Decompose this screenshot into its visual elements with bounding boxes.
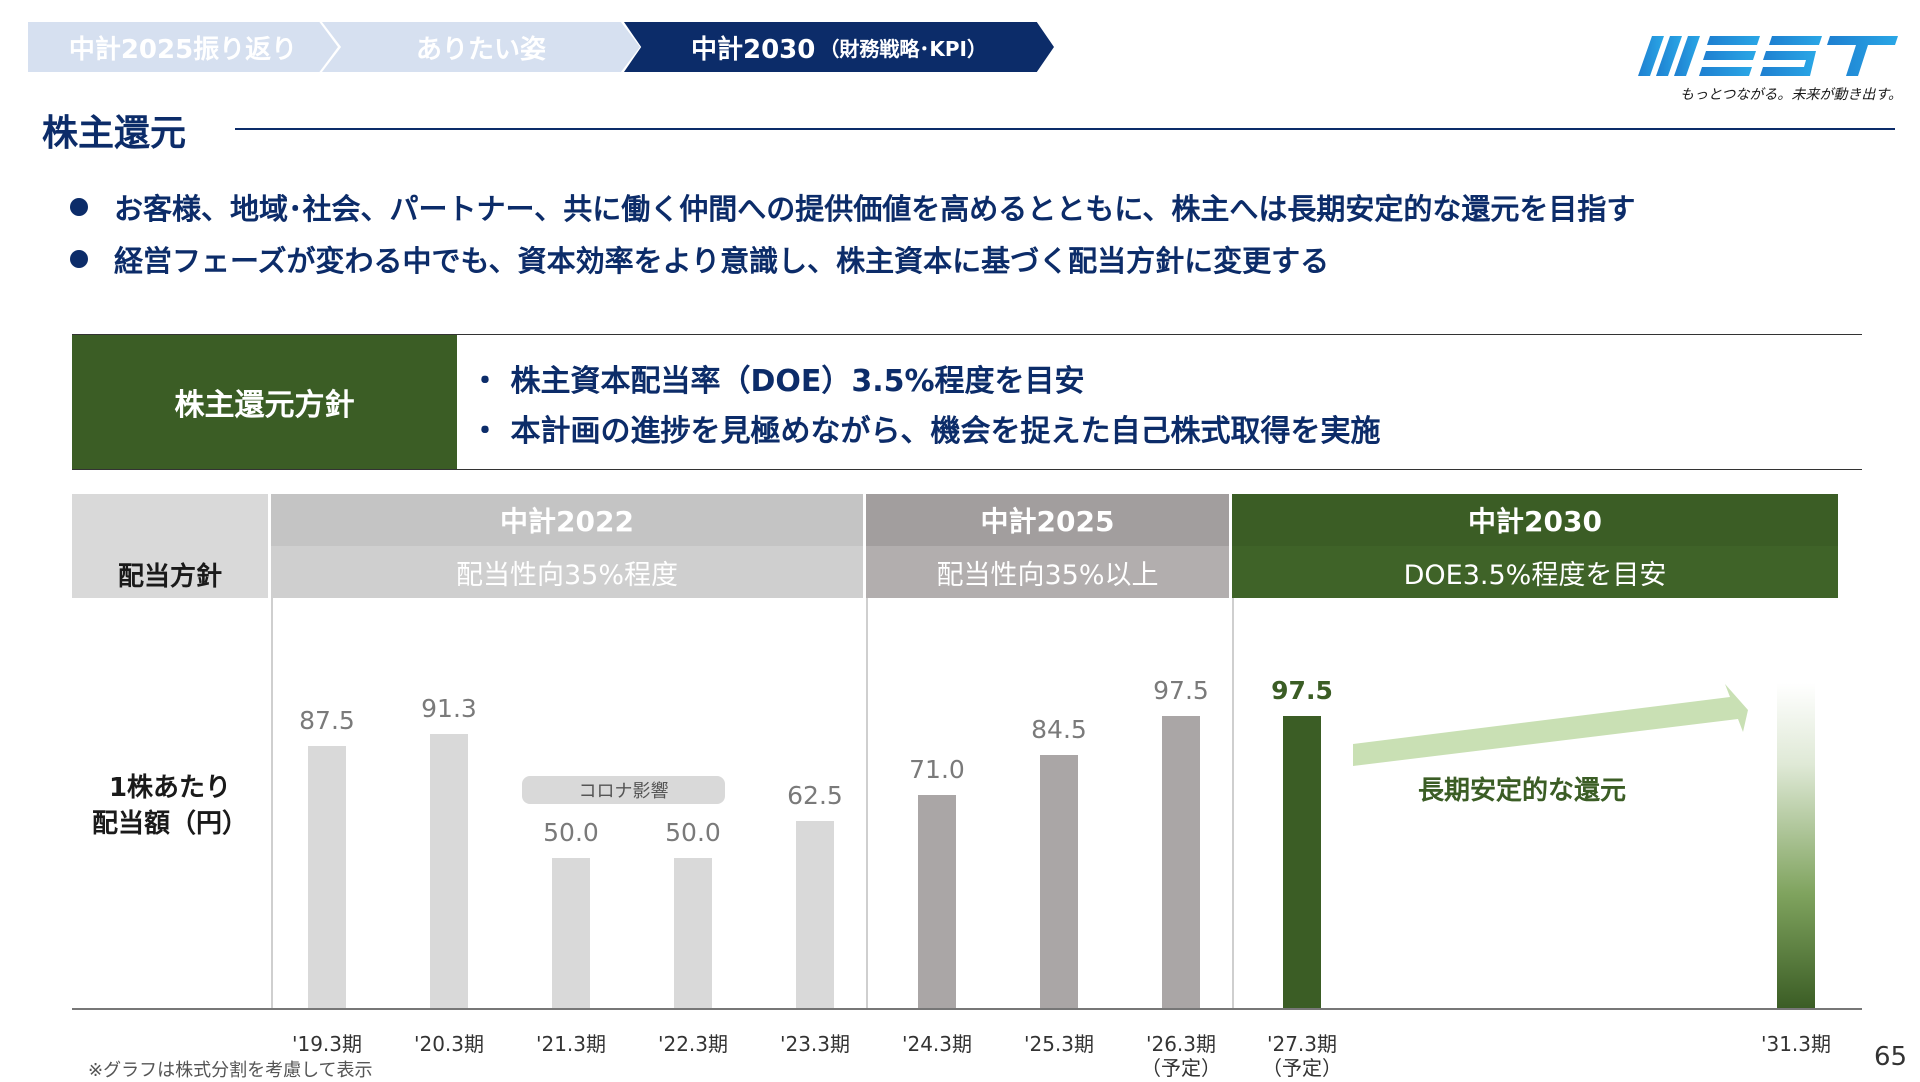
annotation-long-term-return: 長期安定的な還元	[1418, 776, 1627, 806]
bullet-text: 経営フェーズが変わる中でも、資本効率をより意識し、株主資本に基づく配当方針に変更…	[114, 244, 1330, 278]
bar-7	[1162, 715, 1200, 1008]
logo-tagline: もっとつながる。未来が動き出す。	[1679, 87, 1902, 103]
breadcrumb-item-vision[interactable]: ありたい姿	[322, 22, 640, 72]
bar-value-label: 50.0	[543, 818, 599, 847]
group-divider	[271, 598, 273, 1010]
footnote: ※グラフは株式分割を考慮して表示	[88, 1060, 373, 1081]
x-tick-label: '24.3期	[901, 1032, 973, 1056]
x-tick-label: '22.3期	[657, 1032, 729, 1056]
chart-y-label: 1株あたり 配当額（円）	[72, 770, 268, 842]
x-tick-label: '26.3期 （予定）	[1141, 1032, 1221, 1080]
bar-value-label: 71.0	[909, 755, 965, 784]
breadcrumb-label: ありたい姿	[415, 34, 546, 65]
period-policy-2022: 配当性向35%程度	[271, 546, 863, 598]
policy-line: ・ 本計画の進捗を見極めながら、機会を捉えた自己株式取得を実施	[470, 414, 1381, 449]
page-title: 株主還元	[42, 113, 187, 154]
chart-y-label-line: 配当額（円）	[91, 809, 248, 839]
x-tick-label: '25.3期	[1023, 1032, 1095, 1056]
chart-y-label-line: 1株あたり	[108, 773, 232, 803]
period-header-2022: 中計2022	[271, 494, 863, 546]
policy-line: ・ 株主資本配当率（DOE）3.5%程度を目安	[470, 364, 1085, 399]
breadcrumb-label: 中計2030	[691, 34, 816, 65]
x-tick-label: '23.3期	[779, 1032, 851, 1056]
breadcrumb-label: 中計2025振り返り	[68, 34, 298, 65]
bar-value-label: 84.5	[1031, 714, 1087, 744]
period-policy-2030: DOE3.5%程度を目安	[1232, 546, 1838, 598]
bar-3	[674, 858, 712, 1008]
annotation-corona: コロナ影響	[522, 776, 725, 804]
group-divider	[866, 598, 868, 1010]
bullet-item: お客様、地域･社会、パートナー、共に働く仲間への提供価値を高めるとともに、株主へ…	[70, 186, 1635, 228]
bullet-item: 経営フェーズが変わる中でも、資本効率をより意識し、株主資本に基づく配当方針に変更…	[70, 238, 1329, 280]
x-tick-label: '19.3期	[291, 1032, 363, 1056]
x-tick-label: '27.3期 （予定）	[1262, 1032, 1342, 1080]
bar-value-label: 97.5	[1271, 675, 1333, 705]
bar-0	[308, 745, 346, 1008]
bullet-dot-icon	[70, 250, 88, 268]
bar-4	[796, 820, 834, 1008]
bullet-text: お客様、地域･社会、パートナー、共に働く仲間への提供価値を高めるとともに、株主へ…	[114, 192, 1636, 226]
x-tick-label: '21.3期	[535, 1032, 607, 1056]
west-logo	[1638, 36, 1898, 76]
page-number: 65	[1874, 1042, 1908, 1072]
policy-row-label: 配当方針	[117, 562, 222, 592]
x-tick-label: '20.3期	[413, 1032, 485, 1056]
bar-5	[918, 795, 956, 1008]
bar-value-label: 62.5	[787, 780, 843, 810]
bar-value-label: 97.5	[1153, 675, 1209, 705]
bar-8	[1283, 715, 1321, 1008]
bar-6	[1040, 754, 1078, 1008]
group-divider	[1232, 598, 1234, 1010]
period-header-2030: 中計2030	[1232, 494, 1838, 546]
breadcrumb-item-plan-2030[interactable]: 中計2030 （財務戦略･KPI）	[624, 22, 1054, 72]
bar-value-label: 50.0	[665, 818, 721, 847]
growth-arrow-icon	[1353, 684, 1748, 766]
title-divider	[235, 128, 1895, 130]
policy-row-header	[72, 494, 268, 598]
policy-label: 株主還元方針	[72, 335, 457, 469]
bullet-dot-icon	[70, 198, 88, 216]
period-policy-2025: 配当性向35%以上	[866, 546, 1229, 598]
policy-top-rule	[72, 334, 1862, 335]
bar-2	[552, 858, 590, 1008]
bar-9	[1777, 683, 1815, 1008]
bar-value-label: 91.3	[421, 694, 477, 724]
bar-1	[430, 734, 468, 1008]
policy-bottom-rule	[72, 469, 1862, 470]
period-header-2025: 中計2025	[866, 494, 1229, 546]
breadcrumb-item-review-2025[interactable]: 中計2025振り返り	[28, 22, 338, 72]
breadcrumb-sublabel: （財務戦略･KPI）	[819, 36, 987, 61]
x-tick-label: '31.3期	[1760, 1032, 1832, 1056]
bar-value-label: 87.5	[299, 705, 355, 735]
chart-baseline	[72, 1008, 1862, 1010]
